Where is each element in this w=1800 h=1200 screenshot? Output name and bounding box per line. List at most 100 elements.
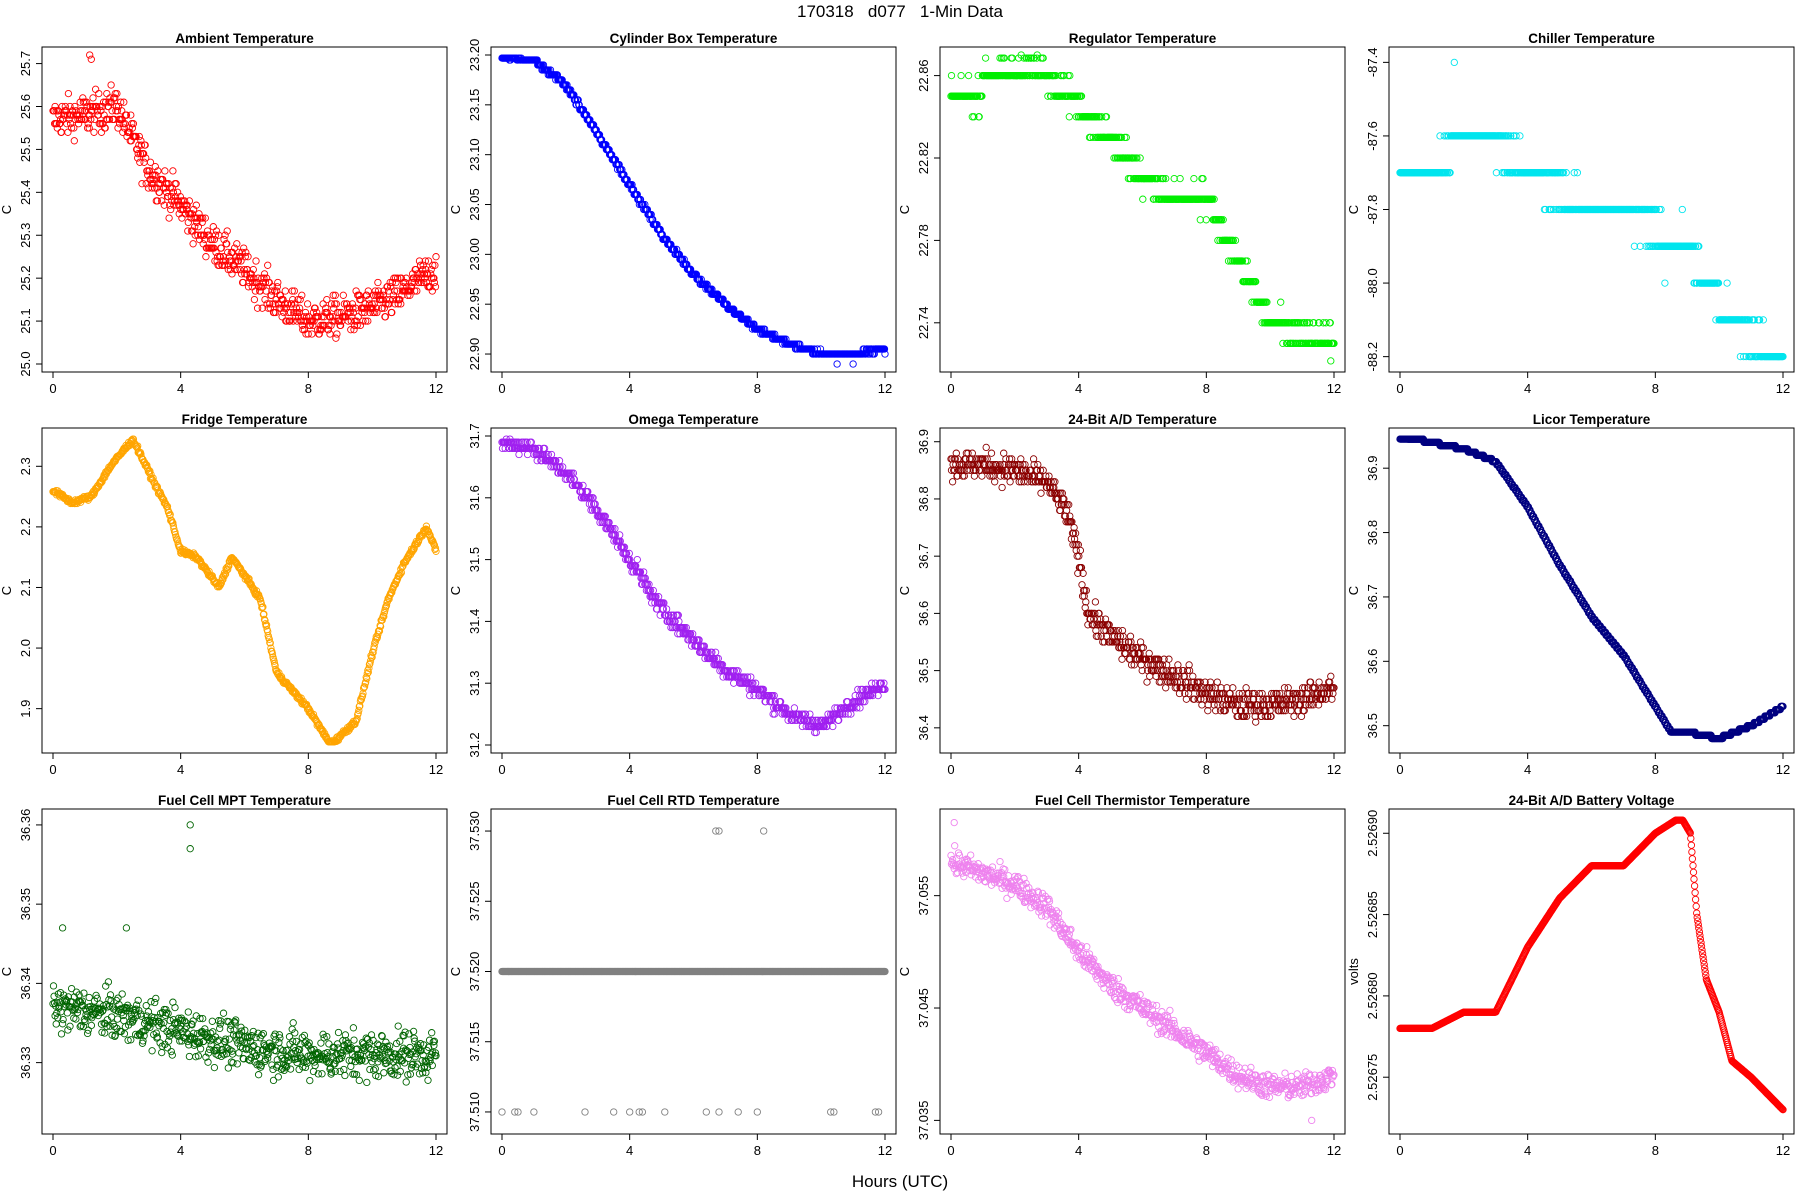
data-point [1210,195,1218,203]
data-point [103,89,111,98]
data-point [87,55,95,63]
data-point [1117,133,1126,142]
data-point [572,101,581,109]
data-point [235,248,243,257]
data-point [224,248,232,257]
data-point [247,270,255,278]
data-point [55,111,63,119]
data-point [394,300,402,308]
data-point [371,308,379,317]
panel-title: Regulator Temperature [1069,31,1217,46]
data-point [189,240,197,248]
data-point [1199,174,1207,183]
data-point [268,287,276,295]
data-point [118,107,126,115]
data-point [210,244,218,252]
y-tick-label: 31.3 [467,671,482,696]
data-point [421,257,429,265]
data-point [199,240,207,248]
data-point [212,227,221,235]
data-point [1189,672,1197,680]
data-point [162,188,171,196]
data-point [237,270,246,278]
data-point [308,330,316,338]
data-point [371,287,379,295]
data-point [402,274,410,282]
data-point [111,94,119,102]
data-point [216,253,224,261]
y-axis-label: C [448,586,463,595]
data-point [363,291,371,299]
data-point [404,291,412,299]
data-point [97,128,106,136]
data-point [1077,92,1086,100]
data-point [1086,133,1095,142]
data-point [128,124,137,132]
data-point [384,287,393,295]
data-point [344,317,352,325]
y-tick-label: 22.82 [916,142,931,175]
data-point [295,304,304,312]
data-point [418,270,426,278]
data-point [271,300,279,308]
x-tick-label: 0 [947,762,954,777]
data-point [333,330,341,338]
data-point [1165,655,1173,663]
data-point [183,201,191,209]
data-point [1202,216,1210,224]
data-point [158,197,166,205]
y-tick-label: 23.15 [467,89,482,122]
x-tick-label: 12 [1776,381,1790,396]
data-point [390,287,399,295]
data-point [353,321,361,330]
data-point [164,192,172,201]
data-point [236,265,244,274]
data-point [223,240,231,248]
data-point [406,291,414,299]
data-point [228,270,236,278]
data-point [93,102,101,111]
data-point [223,227,231,235]
data-point [170,197,179,205]
data-point [219,253,228,261]
x-tick-label: 0 [49,381,56,396]
data-point [347,326,355,334]
data-point [287,300,296,308]
data-point [57,128,66,136]
data-point [95,89,103,98]
data-point [1095,113,1104,121]
data-point [63,120,71,128]
data-point [290,287,298,295]
data-point [349,308,358,317]
data-point [392,295,401,304]
data-point [332,334,340,342]
data-point [220,261,229,269]
data-point [389,291,398,299]
y-axis-label: C [897,586,912,595]
y-axis-label: C [448,205,463,214]
data-point [387,283,395,291]
x-tick-label: 8 [1652,381,1659,396]
data-point [108,107,116,115]
data-point [137,141,146,149]
data-point [50,107,58,115]
data-point [70,137,78,145]
data-point [947,71,956,80]
data-point [422,265,430,274]
data-point [382,300,390,308]
data-point [1052,71,1060,80]
data-point [326,330,334,338]
data-point [69,107,77,115]
data-point [431,261,439,269]
data-point [1661,279,1669,287]
y-tick-label: 1.9 [18,700,33,718]
data-point [152,171,160,179]
data-point [264,261,272,269]
data-point [135,132,143,141]
data-point [90,128,98,136]
data-point [82,98,91,106]
data-point [1190,174,1198,183]
data-point [1091,598,1100,606]
data-point [1076,546,1085,555]
